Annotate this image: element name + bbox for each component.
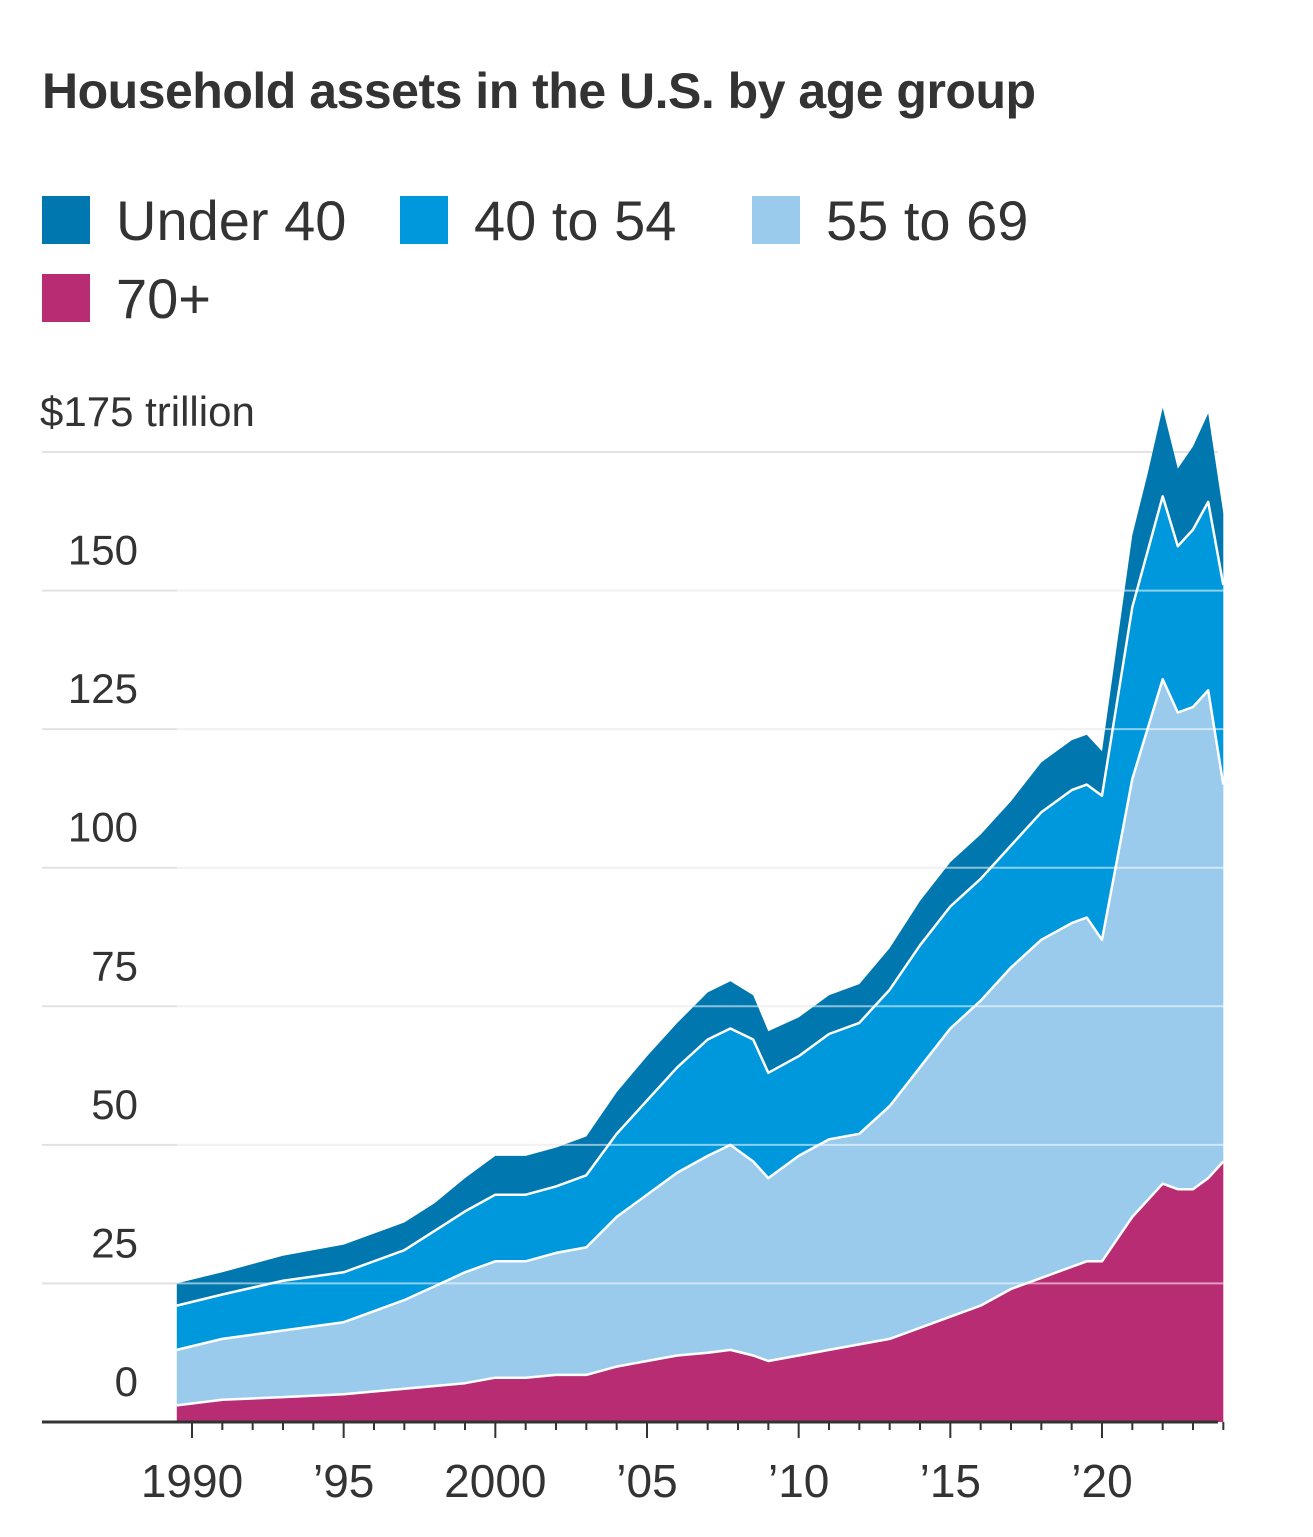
y-unit-label: $175 trillion (40, 388, 255, 435)
chart-title: Household assets in the U.S. by age grou… (42, 63, 1036, 119)
legend-item-40-to-54: 40 to 54 (400, 188, 677, 252)
x-tick-label-2020: ’20 (1071, 1455, 1132, 1507)
legend-label-under-40: Under 40 (116, 188, 347, 252)
series-boundaries (176, 495, 1225, 1407)
x-tick-label-2010: ’10 (768, 1455, 829, 1507)
area-55-to-69 (176, 679, 1224, 1406)
y-tick-label-125: 125 (68, 665, 138, 712)
legend-label-55-to-69: 55 to 69 (826, 188, 1029, 252)
x-axis: 1990 ’95 2000 ’05 ’10 ’15 ’20 (42, 1420, 1225, 1507)
area-series (176, 407, 1224, 1422)
y-tick-label-100: 100 (68, 804, 138, 851)
legend-item-under-40: Under 40 (42, 188, 347, 252)
x-tick-label-1990: 1990 (141, 1455, 243, 1507)
y-axis: 0 25 50 75 100 125 150 $175 trillion (40, 388, 255, 1405)
x-tick-label-2015: ’15 (920, 1455, 981, 1507)
boundary-55-to-69 (176, 678, 1225, 1352)
legend-swatch-70-plus (42, 274, 90, 322)
y-tick-label-25: 25 (91, 1219, 138, 1266)
boundary-70-plus (176, 1160, 1225, 1407)
x-tick-label-2000: 2000 (444, 1455, 546, 1507)
x-tick-label-1995: ’95 (313, 1455, 374, 1507)
gridlines-overlay (176, 589, 1224, 1285)
legend-swatch-under-40 (42, 196, 90, 244)
area-40-to-54 (176, 496, 1224, 1350)
legend-swatch-55-to-69 (752, 196, 800, 244)
y-tick-label-150: 150 (68, 527, 138, 574)
boundary-40-to-54 (176, 495, 1225, 1307)
legend-item-70-plus: 70+ (42, 266, 211, 330)
x-tick-label-2005: ’05 (616, 1455, 677, 1507)
y-tick-label-0: 0 (115, 1358, 138, 1405)
legend-swatch-40-to-54 (400, 196, 448, 244)
area-70-plus (176, 1161, 1224, 1422)
legend-item-55-to-69: 55 to 69 (752, 188, 1029, 252)
y-tick-label-75: 75 (91, 942, 138, 989)
legend-label-70-plus: 70+ (116, 266, 211, 330)
legend-label-40-to-54: 40 to 54 (474, 188, 677, 252)
y-tick-label-50: 50 (91, 1081, 138, 1128)
